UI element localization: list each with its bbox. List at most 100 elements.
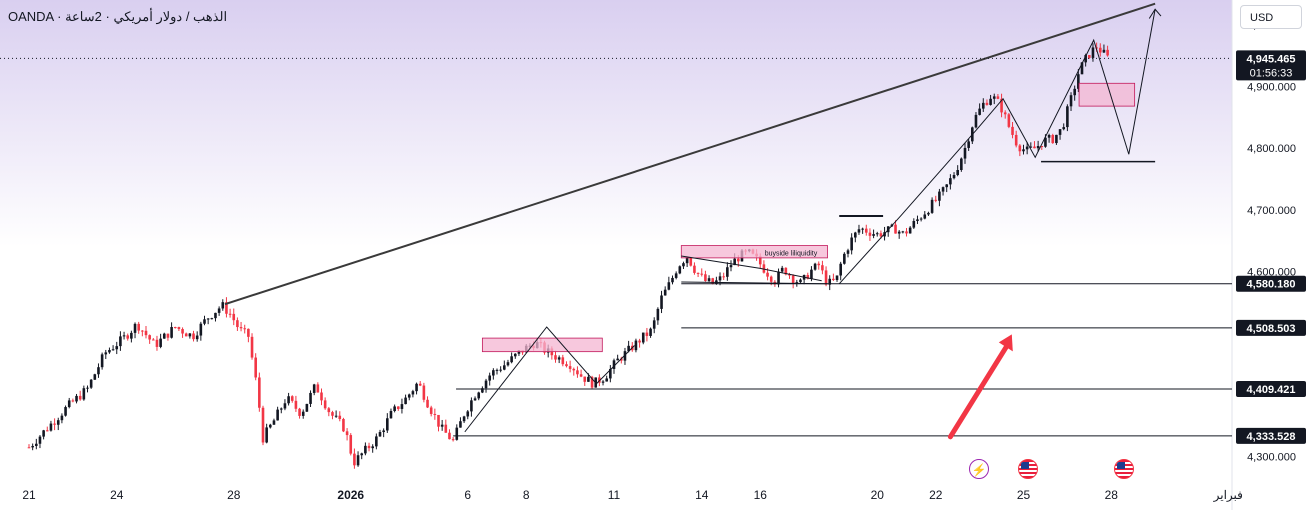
candle-body: [49, 423, 53, 431]
candle-body: [1000, 98, 1003, 113]
candle-body: [100, 354, 104, 368]
trendline: [224, 2, 1156, 306]
candle-body: [492, 370, 495, 376]
us-flag-icon[interactable]: [1018, 459, 1038, 479]
candle-body: [992, 96, 996, 99]
candle-body: [1084, 55, 1087, 63]
candle-body: [758, 256, 762, 265]
candle-body: [1073, 88, 1076, 96]
candle-body: [689, 257, 693, 266]
candle-body: [733, 258, 736, 266]
candle-body: [513, 353, 517, 357]
candle-body: [1080, 62, 1084, 75]
price-axis: [1232, 0, 1308, 510]
currency-button[interactable]: USD: [1240, 5, 1302, 29]
candle-body: [1102, 49, 1106, 53]
candle-body: [667, 282, 671, 290]
candle-body: [963, 147, 967, 159]
candle-body: [854, 232, 857, 238]
candle-body: [989, 98, 992, 105]
candle-body: [824, 270, 828, 285]
current-price-label: 4,945.465: [1247, 53, 1296, 65]
candle-body: [901, 231, 905, 233]
candle-body: [93, 374, 97, 380]
candle-body: [214, 312, 217, 319]
candle-body: [418, 383, 422, 386]
candle-body: [133, 323, 137, 333]
candle-body: [905, 231, 908, 234]
candle-body: [583, 376, 587, 382]
candle-body: [1003, 112, 1007, 115]
candle-body: [857, 229, 861, 233]
candle-body: [1040, 146, 1044, 148]
x-tick-label: 16: [754, 488, 768, 502]
level-label-bg: [1236, 319, 1306, 336]
candle-body: [499, 369, 502, 371]
candle-body: [737, 258, 740, 262]
candle-body: [356, 455, 360, 466]
candle-body: [1033, 146, 1036, 149]
candle-body: [722, 276, 725, 278]
candle-body: [86, 387, 89, 389]
candle-body: [327, 408, 331, 413]
candle-body: [334, 415, 338, 417]
candle-body: [338, 415, 342, 419]
candle-body: [375, 436, 378, 447]
candle-body: [119, 336, 122, 347]
candle-body: [832, 278, 835, 281]
candle-body: [254, 357, 257, 378]
candle-body: [649, 328, 652, 336]
candle-body: [981, 102, 985, 109]
candle-body: [444, 424, 448, 433]
candle-body: [53, 423, 56, 425]
candle-body: [996, 96, 1000, 99]
level-label: 4,409.421: [1247, 384, 1296, 396]
candle-body: [42, 430, 45, 437]
candle-body: [316, 384, 320, 393]
candle-body: [75, 395, 78, 402]
candle-body: [104, 352, 108, 355]
candle-body: [587, 376, 590, 382]
candle-body: [806, 275, 810, 279]
candle-body: [565, 364, 568, 367]
candle-body: [974, 114, 978, 128]
supply-zone: [481, 337, 603, 353]
candle-body: [236, 320, 239, 328]
red-arrow-shaft: [947, 341, 1011, 440]
candle-body: [396, 406, 400, 409]
candle-body: [148, 335, 151, 340]
candle-body: [927, 212, 930, 215]
candle-body: [711, 278, 715, 284]
candle-body: [342, 418, 345, 432]
candle-body: [389, 411, 393, 419]
candle-body: [678, 266, 682, 274]
candle-body: [945, 184, 949, 188]
candle-body: [985, 102, 989, 105]
us-flag-icon[interactable]: [1114, 459, 1134, 479]
candle-body: [166, 333, 170, 338]
candle-body: [411, 391, 415, 395]
candle-body: [27, 447, 31, 449]
x-tick-label: 22: [929, 488, 943, 502]
candle-body: [250, 336, 254, 358]
candle-body: [45, 430, 49, 432]
candle-body: [700, 273, 704, 275]
candle-body: [788, 274, 791, 276]
candle-body: [674, 273, 678, 278]
candle-body: [71, 400, 75, 402]
candle-body: [298, 408, 301, 416]
candle-body: [287, 396, 290, 404]
target-zone: [1078, 82, 1136, 107]
x-tick-label: 2026: [337, 488, 364, 502]
candle-body: [978, 108, 981, 115]
flash-icon[interactable]: ⚡: [969, 459, 989, 479]
candle-body: [554, 355, 557, 360]
x-tick-label: 20: [871, 488, 885, 502]
candle-body: [301, 411, 305, 416]
candle-body: [349, 435, 353, 454]
red-arrow-head: [998, 334, 1013, 352]
candle-body: [495, 369, 499, 371]
candle-body: [239, 327, 243, 329]
candle-body: [656, 308, 660, 321]
